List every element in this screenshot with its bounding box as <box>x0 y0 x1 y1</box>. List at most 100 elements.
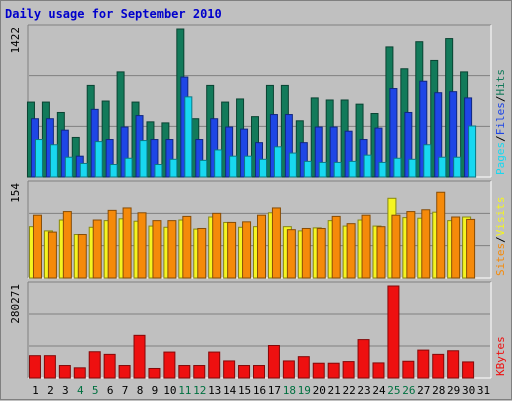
x-tick-label-day-1: 1 <box>32 384 39 397</box>
x-tick-label-day-17: 17 <box>268 384 281 397</box>
bar-sites-day-15 <box>242 221 252 279</box>
bar-sites-day-22 <box>346 223 356 279</box>
bar-pages-day-23 <box>363 154 372 178</box>
bar-pages-day-11 <box>184 96 193 178</box>
bar-pages-day-13 <box>214 149 223 178</box>
bar-kbytes-day-11 <box>178 365 191 379</box>
x-tick-label-day-30: 30 <box>462 384 475 397</box>
bar-pages-day-17 <box>273 146 282 178</box>
bar-kbytes-day-17 <box>267 345 280 379</box>
bar-pages-day-8 <box>139 140 148 178</box>
bar-kbytes-day-25 <box>387 285 400 379</box>
bar-kbytes-day-15 <box>238 365 251 379</box>
bar-kbytes-day-1 <box>28 355 41 379</box>
bar-pages-day-5 <box>94 141 103 178</box>
x-tick-label-day-21: 21 <box>328 384 341 397</box>
x-tick-label-day-11: 11 <box>178 384 191 397</box>
bar-kbytes-day-13 <box>208 351 221 379</box>
bar-kbytes-day-16 <box>253 365 265 379</box>
x-tick-label-day-28: 28 <box>432 384 445 397</box>
x-tick-label-day-27: 27 <box>417 384 430 397</box>
bar-pages-day-2 <box>49 144 58 178</box>
bar-sites-day-10 <box>167 220 177 279</box>
x-tick-label-day-23: 23 <box>357 384 370 397</box>
x-tick-label-day-10: 10 <box>163 384 176 397</box>
x-tick-label-day-16: 16 <box>253 384 266 397</box>
legend-panel-2: Sites/Visits <box>494 197 507 277</box>
bar-pages-day-3 <box>64 156 73 178</box>
ymax-label: 280271 <box>9 284 22 324</box>
bar-kbytes-day-3 <box>58 365 71 379</box>
bar-kbytes-day-28 <box>432 353 445 379</box>
x-tick-label-day-19: 19 <box>298 384 311 397</box>
x-tick-label-day-5: 5 <box>92 384 99 397</box>
bar-sites-day-20 <box>316 227 326 279</box>
bar-kbytes-day-8 <box>133 334 146 379</box>
bar-pages-day-19 <box>303 160 312 178</box>
bar-sites-day-14 <box>227 221 237 279</box>
bar-sites-day-6 <box>107 209 117 279</box>
bar-kbytes-day-18 <box>282 360 295 379</box>
x-tick-label-day-15: 15 <box>238 384 251 397</box>
bar-sites-day-24 <box>376 226 386 279</box>
x-tick-label-day-18: 18 <box>283 384 296 397</box>
bar-pages-day-26 <box>408 158 417 178</box>
bar-pages-day-7 <box>124 157 133 178</box>
bar-sites-day-3 <box>62 211 72 279</box>
bar-pages-day-15 <box>244 155 253 178</box>
legend-entry: Files <box>494 102 507 135</box>
legend-entry: Visits <box>494 197 507 237</box>
bar-sites-day-29 <box>451 216 461 279</box>
bar-pages-day-22 <box>348 160 357 178</box>
bar-sites-day-18 <box>286 229 296 279</box>
bar-sites-day-5 <box>92 219 102 279</box>
x-tick-label-day-13: 13 <box>208 384 221 397</box>
bar-pages-day-24 <box>378 161 387 178</box>
bar-sites-day-7 <box>122 207 132 279</box>
bar-kbytes-day-9 <box>148 367 161 379</box>
x-tick-label-day-20: 20 <box>313 384 326 397</box>
bar-sites-day-17 <box>271 207 281 279</box>
x-tick-label-day-29: 29 <box>447 384 460 397</box>
bar-kbytes-day-24 <box>372 362 385 379</box>
bar-sites-day-28 <box>436 191 446 279</box>
x-tick-label-day-22: 22 <box>342 384 355 397</box>
bar-sites-day-9 <box>152 220 162 279</box>
bar-sites-day-11 <box>182 215 192 279</box>
bar-sites-day-2 <box>47 231 57 279</box>
x-tick-label-day-31: 31 <box>477 384 490 397</box>
bar-kbytes-day-5 <box>88 351 101 379</box>
legend-entry: Pages <box>494 142 507 175</box>
bar-pages-day-18 <box>288 152 297 178</box>
x-tick-label-day-3: 3 <box>62 384 69 397</box>
legend-entry: / <box>494 135 507 142</box>
bar-pages-day-28 <box>438 156 447 178</box>
legend-entry: KBytes <box>494 336 507 376</box>
bar-pages-day-10 <box>169 158 178 178</box>
bar-kbytes-day-26 <box>402 360 415 379</box>
chart-title: Daily usage for September 2010 <box>5 7 222 21</box>
x-tick-label-day-4: 4 <box>77 384 84 397</box>
bar-pages-day-9 <box>154 164 163 178</box>
bar-sites-day-25 <box>391 214 401 279</box>
bar-kbytes-day-21 <box>327 362 340 379</box>
bar-kbytes-day-14 <box>223 360 236 379</box>
x-tick-label-day-8: 8 <box>137 384 144 397</box>
bar-sites-day-19 <box>301 227 311 279</box>
bar-pages-day-1 <box>34 139 43 178</box>
bar-kbytes-day-4 <box>73 367 86 379</box>
bar-sites-day-8 <box>137 212 147 279</box>
x-tick-label-day-9: 9 <box>152 384 159 397</box>
bar-pages-day-16 <box>259 158 267 178</box>
bar-pages-day-4 <box>79 162 88 178</box>
bar-pages-day-6 <box>109 164 118 178</box>
bar-sites-day-4 <box>77 234 87 279</box>
bar-kbytes-day-19 <box>297 356 310 379</box>
bar-pages-day-25 <box>393 157 402 178</box>
bar-sites-day-26 <box>406 211 416 279</box>
bar-kbytes-day-7 <box>118 365 131 379</box>
bar-kbytes-day-27 <box>417 349 430 379</box>
legend-panel-1: Pages/Files/Hits <box>494 69 507 175</box>
